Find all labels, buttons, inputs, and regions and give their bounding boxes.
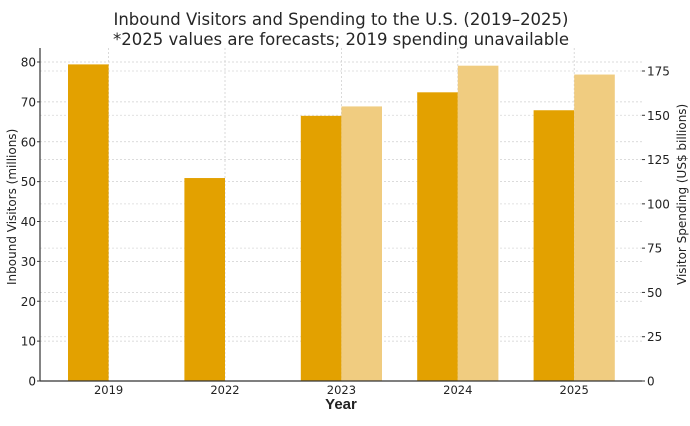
y-left-tick-label: 50 bbox=[21, 175, 36, 189]
bar-visitors-2024 bbox=[417, 92, 458, 382]
x-tick-label: 2023 bbox=[327, 383, 356, 397]
y-left-tick-label: 70 bbox=[21, 95, 36, 109]
y-right-tick-label: 75 bbox=[647, 242, 662, 256]
bar-spending-2025 bbox=[574, 74, 615, 382]
y-left-tick-label: 60 bbox=[21, 135, 36, 149]
bar-spending-2024 bbox=[457, 65, 499, 381]
y-left-tick-label: 0 bbox=[28, 375, 36, 389]
y-right-tick-label: 175 bbox=[647, 65, 670, 79]
x-tick-label: 2019 bbox=[94, 383, 123, 397]
y-right-tick-label: 100 bbox=[647, 197, 670, 211]
chart-title: Inbound Visitors and Spending to the U.S… bbox=[0, 10, 682, 50]
bar-visitors-2025 bbox=[533, 110, 575, 381]
y-left-tick-label: 20 bbox=[21, 295, 36, 309]
y-right-tick-label: 0 bbox=[647, 375, 655, 389]
bar-spending-2023 bbox=[341, 106, 382, 381]
y-left-tick-label: 80 bbox=[21, 56, 36, 70]
y-axis-right-title: Visitor Spending (US$ billions) bbox=[675, 103, 689, 285]
x-tick-label: 2024 bbox=[443, 383, 472, 397]
y-axis-left-title: Inbound Visitors (millions) bbox=[5, 128, 19, 285]
x-tick-label: 2022 bbox=[210, 383, 239, 397]
chart-subtitle: *2025 values are forecasts; 2019 spendin… bbox=[113, 30, 569, 49]
bar-visitors-2023 bbox=[300, 115, 342, 382]
y-left-tick-label: 40 bbox=[21, 215, 36, 229]
y-right-tick-label: 125 bbox=[647, 153, 670, 167]
chart-title-line1: Inbound Visitors and Spending to the U.S… bbox=[113, 10, 569, 29]
bar-visitors-2019 bbox=[68, 64, 109, 381]
x-tick-label: 2025 bbox=[560, 383, 589, 397]
bars bbox=[68, 64, 615, 382]
y-right-tick-label: 50 bbox=[647, 286, 662, 300]
y-left-tick-label: 10 bbox=[21, 335, 36, 349]
y-right-tick-label: 25 bbox=[647, 330, 662, 344]
bar-visitors-2022 bbox=[184, 178, 225, 381]
x-axis-title: Year bbox=[325, 396, 357, 413]
y-left-tick-label: 30 bbox=[21, 255, 36, 269]
axes: 2019 2022 2023 2024 2025 0 10 20 30 40 50 60 70 80 0 25… bbox=[21, 48, 670, 397]
y-right-tick-label: 150 bbox=[647, 109, 670, 123]
